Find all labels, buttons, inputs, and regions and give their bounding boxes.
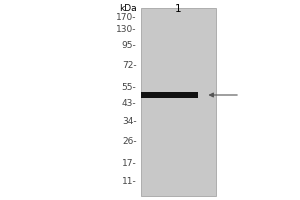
Text: 17-: 17- (122, 158, 136, 168)
Text: 55-: 55- (122, 83, 136, 92)
Text: 1: 1 (175, 4, 182, 14)
Text: 11-: 11- (122, 176, 136, 186)
Text: 43-: 43- (122, 98, 136, 108)
Text: 34-: 34- (122, 116, 136, 126)
Text: 72-: 72- (122, 60, 136, 70)
Bar (141, 8, 216, 196)
Text: 170-: 170- (116, 12, 136, 21)
Text: 26-: 26- (122, 136, 136, 146)
Text: 130-: 130- (116, 24, 136, 33)
Text: kDa: kDa (119, 4, 136, 13)
Text: 95-: 95- (122, 42, 136, 50)
Bar (141, 92, 198, 98)
